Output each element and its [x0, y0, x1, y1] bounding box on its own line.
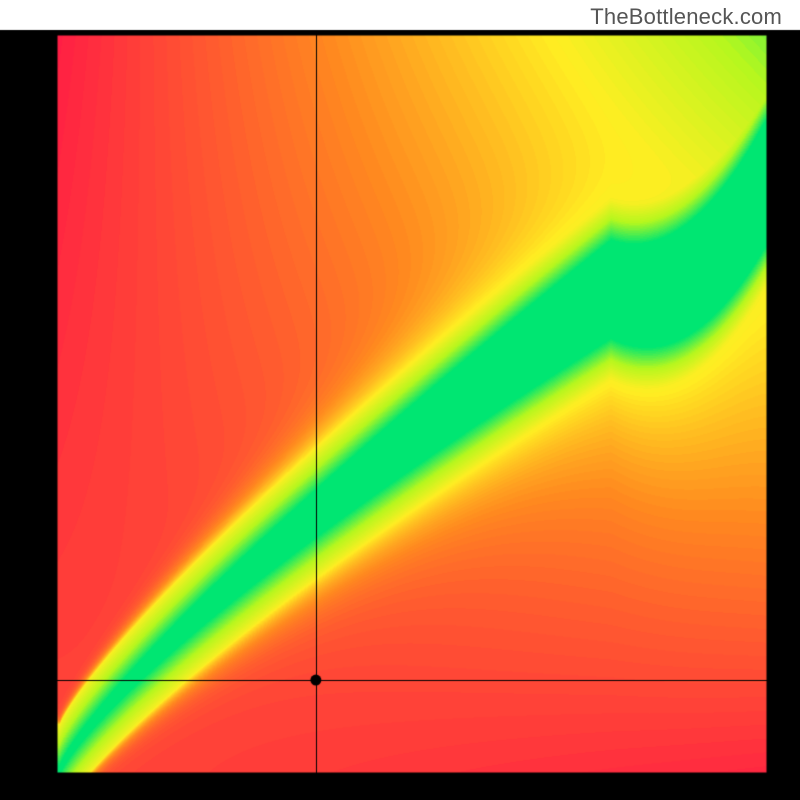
- heatmap-canvas: [0, 0, 800, 800]
- chart-container: TheBottleneck.com: [0, 0, 800, 800]
- attribution-label: TheBottleneck.com: [590, 4, 782, 30]
